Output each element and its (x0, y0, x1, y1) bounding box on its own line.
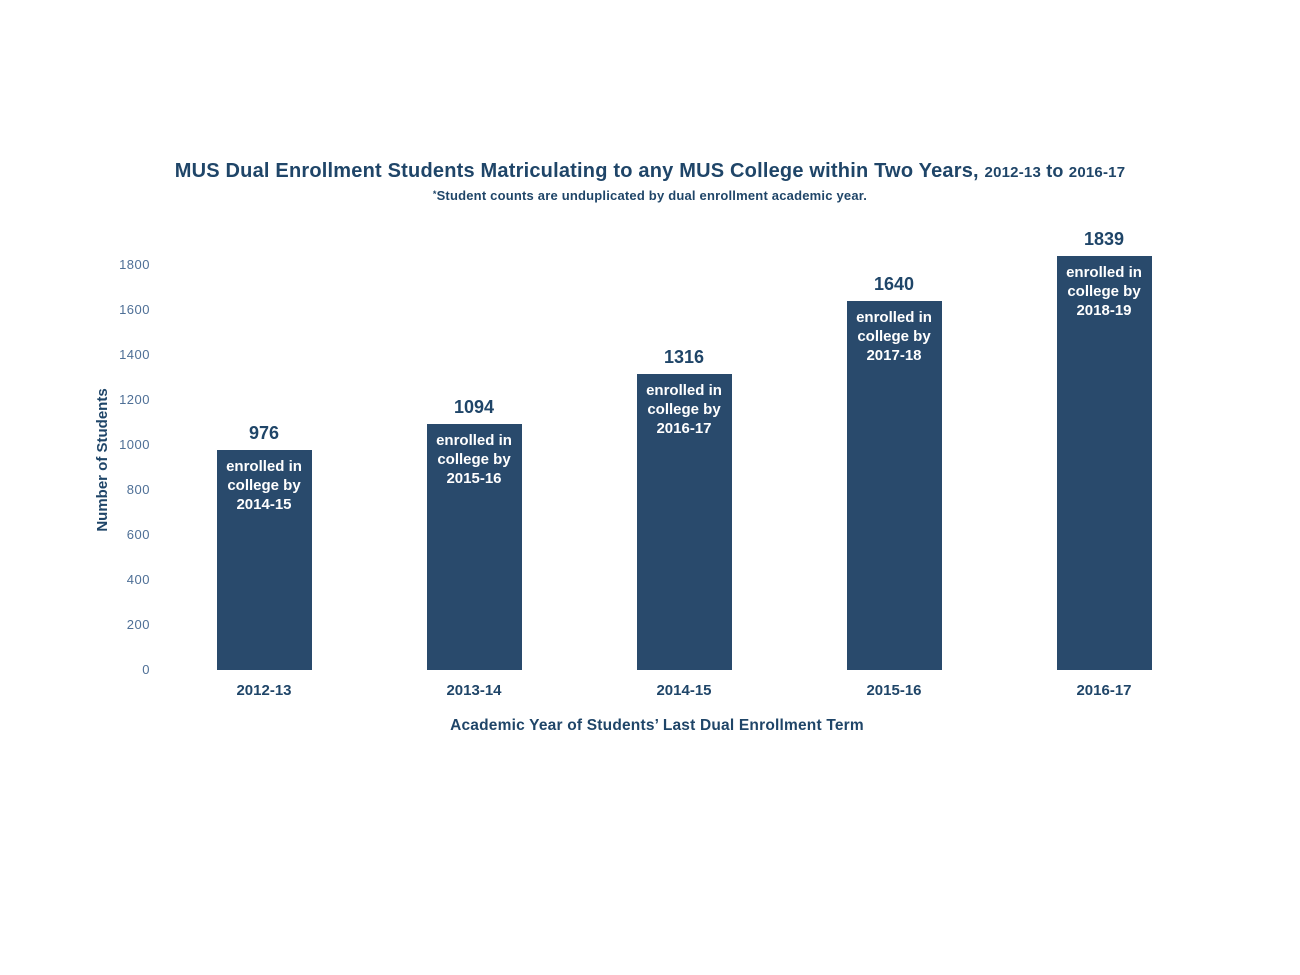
bar-inside-label-line: 2018-19 (1076, 302, 1132, 320)
chart-title-separator: , (973, 160, 985, 182)
bar-inside-label-line: enrolled in (646, 381, 722, 399)
y-axis-tick-label: 800 (126, 482, 150, 497)
bar-inside-label-line: college by (647, 400, 721, 418)
bar-2015-16: enrolled in college by 2017-18 (846, 301, 942, 670)
bar-inside-label-line: 2017-18 (866, 347, 922, 364)
y-axis-tick-label: 1000 (119, 437, 150, 452)
bar-inside-label: enrolled in college by 2017-18 (847, 308, 942, 365)
bar-inside-label-line: enrolled in (436, 431, 512, 449)
bar-inside-label-line: enrolled in (1066, 264, 1142, 282)
bar-inside-label-line: enrolled in (856, 309, 932, 326)
chart-title-to: to (1041, 161, 1069, 181)
bar-value-label: 1839 (1083, 229, 1125, 250)
bar-value-label: 1316 (663, 346, 705, 367)
bar-inside-label-line: 2015-16 (446, 469, 502, 487)
bar-inside-label-line: college by (1067, 283, 1141, 301)
y-axis-tick-label: 1800 (119, 257, 150, 272)
bar-inside-label-line: 2016-17 (656, 419, 712, 437)
bar-inside-label-line: college by (227, 477, 301, 495)
chart-title-year-end: 2016-17 (1068, 164, 1126, 181)
y-axis-tick-label: 0 (142, 662, 150, 677)
y-axis-tick-label: 600 (126, 527, 150, 542)
bar-2014-15: enrolled in college by 2016-17 (636, 373, 732, 670)
bar-inside-label: enrolled in college by 2016-17 (637, 381, 732, 438)
chart-subtitle-text: Student counts are unduplicated by dual … (436, 188, 868, 203)
chart-subtitle-asterisk: * (432, 189, 437, 199)
bar-inside-label-line: college by (857, 328, 931, 345)
y-axis-tick-label: 200 (126, 617, 150, 632)
chart-title-year-start: 2012-13 (984, 164, 1041, 181)
bar-inside-label: enrolled in college by 2015-16 (427, 431, 522, 488)
bar-2013-14: enrolled in college by 2015-16 (426, 423, 522, 670)
bar-value-label: 1640 (873, 274, 915, 294)
bar-inside-label: enrolled in college by 2018-19 (1057, 263, 1152, 320)
x-axis-category-label: 2015-16 (866, 682, 922, 699)
bar-inside-label-line: 2014-15 (236, 496, 292, 514)
y-axis-tick-label: 1400 (119, 347, 150, 362)
x-axis-category-label: 2014-15 (656, 682, 712, 699)
x-axis-category-label: 2012-13 (236, 682, 292, 699)
bar-value-label: 976 (248, 423, 280, 444)
chart-title-main: MUS Dual Enrollment Students Matriculati… (174, 160, 974, 182)
bar-value-label: 1094 (453, 396, 495, 417)
bar-2016-17: enrolled in college by 2018-19 (1056, 256, 1152, 670)
y-axis-tick-label: 1600 (119, 302, 150, 317)
y-axis-tick-label: 400 (126, 572, 150, 587)
chart-subtitle: *Student counts are unduplicated by dual… (0, 188, 1300, 203)
x-axis-title: Academic Year of Students’ Last Dual Enr… (450, 717, 864, 734)
x-axis-category-label: 2016-17 (1076, 682, 1132, 699)
chart-title: MUS Dual Enrollment Students Matriculati… (0, 160, 1300, 183)
bar-inside-label: enrolled in college by 2014-15 (217, 457, 312, 514)
x-axis-category-label: 2013-14 (446, 682, 502, 699)
bar-inside-label-line: college by (437, 450, 511, 468)
y-axis-tick-label: 1200 (119, 392, 150, 407)
bar-inside-label-line: enrolled in (226, 458, 302, 476)
bar-2012-13: enrolled in college by 2014-15 (216, 450, 312, 670)
